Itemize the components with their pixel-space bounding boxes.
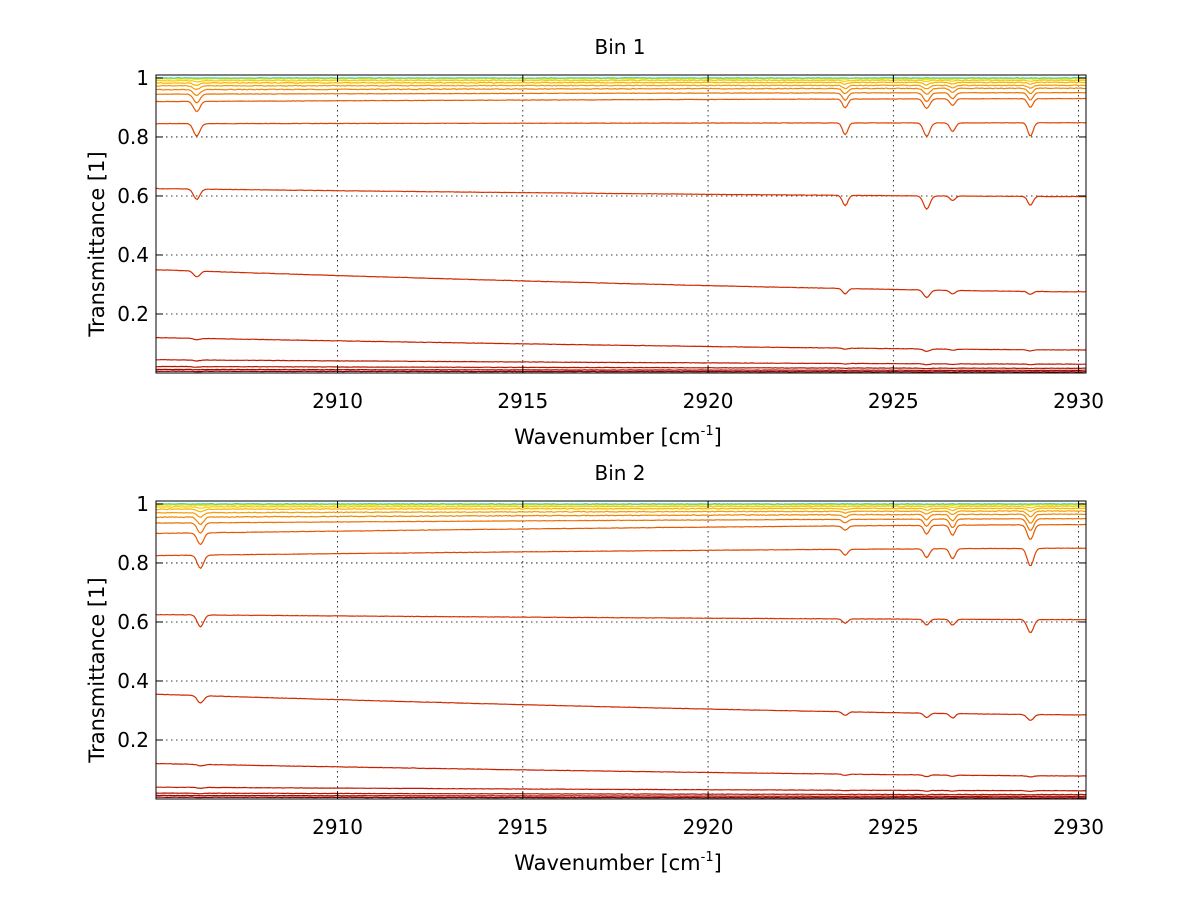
y-tick-label: 0.2 [117, 302, 149, 326]
y-axis-label: Transmittance [1] [85, 577, 109, 763]
series-line [156, 368, 1086, 372]
series-line [156, 269, 1086, 299]
series-line [156, 76, 1086, 79]
x-tick-label: 2920 [683, 815, 734, 839]
y-tick-label: 1 [136, 492, 149, 516]
x-tick-label: 2910 [312, 815, 363, 839]
series-line [156, 613, 1086, 634]
chart-title: Bin 2 [594, 461, 645, 485]
series-line [156, 786, 1086, 793]
series-line [156, 370, 1086, 373]
x-tick-label: 2930 [1053, 815, 1104, 839]
series-line [156, 502, 1086, 505]
series-line [156, 187, 1086, 210]
y-tick-label: 0.6 [117, 610, 149, 634]
series-line [156, 762, 1086, 778]
series-line [156, 358, 1086, 366]
series-line [156, 794, 1086, 798]
x-tick-label: 2915 [497, 389, 548, 413]
axes: 2910 2915 2920 2925 2930 0.2 0.4 0.6 0.8 1 [117, 66, 1104, 413]
series-line [156, 547, 1086, 570]
series-line [156, 513, 1086, 526]
y-tick-label: 1 [136, 66, 149, 90]
series-line [156, 87, 1086, 96]
chart-title: Bin 1 [594, 35, 645, 59]
series-group [156, 502, 1086, 799]
x-tick-label: 2925 [868, 389, 919, 413]
series-line [156, 79, 1086, 83]
x-tick-label: 2910 [312, 389, 363, 413]
x-axis-label: Wavenumber [cm-1] [514, 850, 722, 875]
series-line [156, 97, 1086, 112]
y-tick-label: 0.6 [117, 184, 149, 208]
x-tick-label: 2925 [868, 815, 919, 839]
series-line [156, 693, 1086, 721]
series-line [156, 507, 1086, 513]
y-axis-label: Transmittance [1] [85, 151, 109, 337]
series-group [156, 76, 1086, 373]
x-tick-label: 2915 [497, 815, 548, 839]
series-line [156, 505, 1086, 509]
y-tick-label: 0.8 [117, 125, 149, 149]
plot-area [155, 500, 1087, 800]
y-tick-label: 0.8 [117, 551, 149, 575]
axes: 2910 2915 2920 2925 2930 0.2 0.4 0.6 0.8 1 [117, 492, 1104, 839]
series-line [156, 796, 1086, 799]
plot-area [155, 74, 1087, 374]
series-line [156, 81, 1086, 87]
x-tick-label: 2920 [683, 389, 734, 413]
series-line [156, 792, 1086, 796]
y-tick-label: 0.4 [117, 669, 149, 693]
series-line [156, 91, 1086, 104]
panel-bin-2: Bin 2 Transmittance [1] Wavenumber [cm-1… [85, 461, 1104, 875]
panel-bin-1: Bin 1 Transmittance [1] Wavenumber [cm-1… [85, 35, 1104, 449]
series-line [156, 517, 1086, 534]
series-line [156, 84, 1086, 91]
series-line [156, 336, 1086, 353]
x-tick-label: 2930 [1053, 389, 1104, 413]
series-line [156, 121, 1086, 138]
series-line [156, 523, 1086, 546]
series-line [156, 510, 1086, 518]
y-tick-label: 0.2 [117, 728, 149, 752]
x-axis-label: Wavenumber [cm-1] [514, 424, 722, 449]
y-tick-label: 0.4 [117, 243, 149, 267]
series-line [156, 365, 1086, 370]
